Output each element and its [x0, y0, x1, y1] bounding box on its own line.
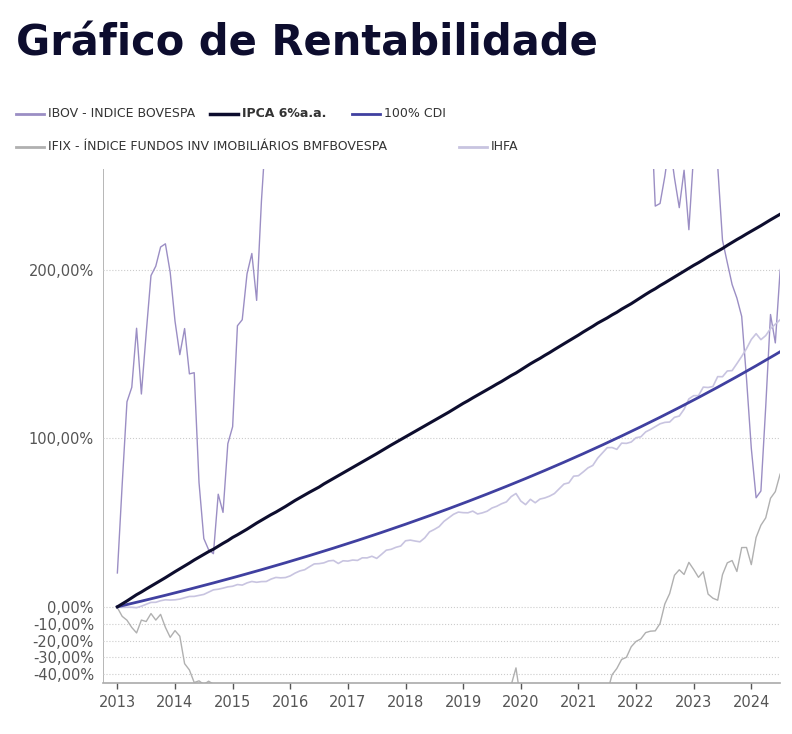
Text: IBOV - INDICE BOVESPA: IBOV - INDICE BOVESPA [48, 107, 195, 120]
Text: 100% CDI: 100% CDI [384, 107, 446, 120]
Text: IPCA 6%a.a.: IPCA 6%a.a. [242, 107, 326, 120]
Text: Gráfico de Rentabilidade: Gráfico de Rentabilidade [16, 22, 598, 64]
Text: IHFA: IHFA [491, 140, 519, 153]
Text: IFIX - ÍNDICE FUNDOS INV IMOBILIÁRIOS BMFBOVESPA: IFIX - ÍNDICE FUNDOS INV IMOBILIÁRIOS BM… [48, 140, 386, 153]
